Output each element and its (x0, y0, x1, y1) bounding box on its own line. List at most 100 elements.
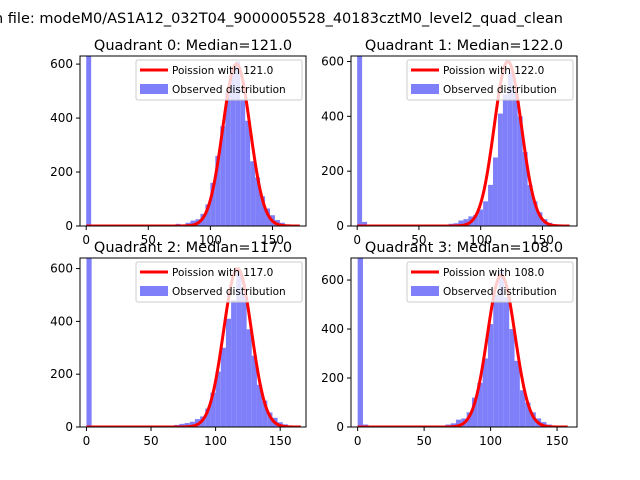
histogram-bar (260, 196, 266, 226)
legend-label-poisson: Poission with 122.0 (443, 65, 544, 77)
legend-box (406, 59, 574, 101)
legend-label-observed: Observed distribution (172, 84, 286, 96)
histogram-bar (241, 294, 247, 427)
subplot-quadrant-3: 0 50 100 150 0 200 400 600 Quadrant 3: Median=10… (321, 240, 578, 448)
histogram-bar (357, 258, 363, 427)
legend-label-observed: Observed distribution (443, 286, 557, 298)
y-tick-label: 200 (50, 165, 73, 179)
y-tick-label: 0 (336, 420, 344, 434)
plot-area (356, 56, 571, 226)
histogram-bar (463, 219, 469, 226)
poisson-fit-line (85, 62, 301, 226)
histogram-bar (503, 297, 510, 427)
axes-frame (79, 257, 307, 428)
axes-frame (350, 257, 578, 428)
legend: Poission with 108.0 Observed distribution (406, 261, 574, 303)
plot-area (85, 56, 301, 226)
y-tick-label: 400 (321, 322, 344, 336)
histogram-bar (362, 221, 368, 226)
y-tick-label: 600 (50, 57, 73, 71)
x-tick-label: 50 (143, 434, 158, 448)
legend-label-observed: Observed distribution (172, 286, 286, 298)
x-tick-label: 0 (82, 233, 90, 247)
legend-histogram-swatch (411, 84, 439, 94)
subplot-quadrant-0: 0 50 100 150 0 200 400 600 Quadrant 0: Median=12… (50, 38, 307, 247)
x-tick-label: 0 (354, 434, 362, 448)
poisson-fit-line (356, 273, 569, 427)
x-tick-label: 50 (141, 233, 156, 247)
histogram-bar (220, 347, 226, 427)
x-tick-label: 150 (269, 434, 292, 448)
histogram-bar (265, 208, 270, 226)
histogram-bar (225, 318, 232, 427)
y-tick-label: 200 (321, 371, 344, 385)
legend-label-observed: Observed distribution (443, 84, 557, 96)
histogram-bar (86, 258, 92, 427)
axes-frame (79, 55, 307, 227)
y-tick-label: 200 (50, 367, 73, 381)
plot-area (356, 258, 569, 427)
subplot-title: Quadrant 1: Median=122.0 (365, 38, 563, 54)
histogram-bar (522, 151, 528, 226)
figure-suptitle: n file: modeM0/AS1A12_032T04_9000005528_… (0, 11, 563, 27)
histogram-bar (512, 91, 518, 226)
legend: Poission with 121.0 Observed distribution (135, 59, 303, 101)
histogram-bar (235, 61, 241, 226)
y-tick-label: 600 (50, 262, 73, 276)
histogram-bar (240, 99, 246, 226)
histogram-bar (517, 116, 523, 226)
y-tick-label: 600 (321, 273, 344, 287)
poisson-fit-line (85, 267, 302, 427)
plot-area (85, 258, 302, 427)
x-tick-label: 0 (353, 233, 361, 247)
legend-histogram-swatch (140, 84, 168, 94)
histogram-bar (514, 360, 520, 427)
histogram-bar (487, 324, 494, 427)
histogram-bar (478, 209, 484, 226)
histogram-bar (246, 329, 252, 427)
x-tick-label: 100 (204, 434, 227, 448)
histogram-bar (507, 72, 513, 226)
histogram-bar (488, 184, 494, 226)
legend-box (135, 59, 303, 101)
y-tick-label: 0 (65, 219, 73, 233)
y-tick-label: 0 (65, 420, 73, 434)
histogram-bar (527, 184, 533, 226)
histogram-bar (179, 423, 185, 427)
histogram-bar (215, 371, 221, 427)
histogram-bar (357, 56, 363, 226)
x-tick-label: 50 (416, 434, 431, 448)
legend-histogram-swatch (140, 286, 168, 296)
histogram-bar (189, 421, 195, 427)
y-tick-label: 400 (50, 314, 73, 328)
histogram-bar (205, 408, 211, 427)
histogram-bar (256, 384, 263, 427)
y-tick-label: 400 (321, 109, 344, 123)
histogram-bar (456, 419, 462, 427)
histogram-bar (458, 220, 464, 226)
histogram-bar (230, 66, 236, 226)
legend-box (406, 261, 574, 303)
histogram-bar (477, 382, 483, 427)
y-tick-label: 600 (321, 54, 344, 68)
x-tick-label: 0 (83, 434, 91, 448)
histogram-bar (482, 358, 488, 427)
subplot-grid: 0 50 100 150 0 200 400 600 Quadrant 0: Median=12… (50, 38, 578, 448)
histogram-bar (210, 392, 216, 427)
x-tick-label: 50 (411, 233, 426, 247)
histogram-bar (525, 402, 531, 427)
histogram-bar (473, 215, 479, 226)
histogram-bar (190, 220, 196, 226)
legend-box (135, 261, 303, 303)
histogram-bar (532, 201, 538, 226)
histogram-bar (519, 390, 526, 427)
histogram-bar (231, 300, 237, 427)
axes-frame (350, 55, 578, 227)
x-tick-label: 100 (479, 434, 502, 448)
histogram-bar (262, 400, 268, 427)
subplot-title: Quadrant 0: Median=121.0 (94, 38, 292, 54)
histogram-bar (251, 355, 257, 427)
histogram-bar (509, 329, 515, 427)
histogram-bar (471, 397, 478, 427)
